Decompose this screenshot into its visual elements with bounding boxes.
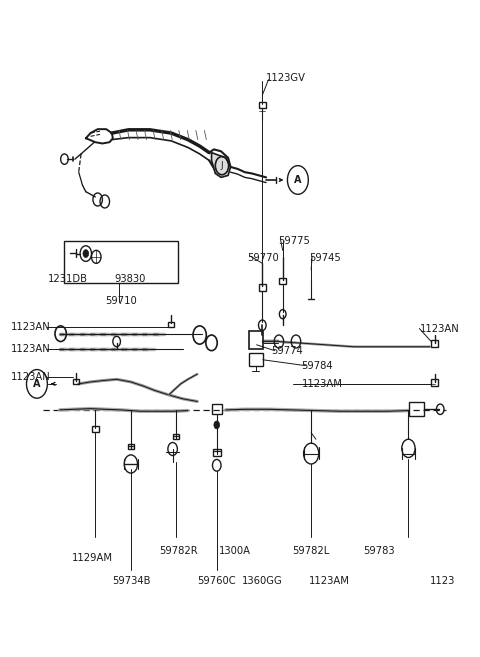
Text: A: A [294, 175, 301, 185]
Text: 1123AM: 1123AM [309, 576, 349, 586]
Text: 93830: 93830 [114, 274, 145, 284]
Polygon shape [212, 152, 230, 177]
Text: 1123AN: 1123AN [12, 372, 51, 382]
Bar [250, 331, 263, 350]
Bar [212, 404, 222, 415]
Circle shape [83, 250, 89, 258]
Text: 1300A: 1300A [219, 546, 251, 556]
Text: 1360GG: 1360GG [242, 576, 283, 586]
Text: 1123AN: 1123AN [420, 323, 460, 334]
Text: 59774: 59774 [271, 346, 302, 355]
Circle shape [214, 421, 219, 429]
Text: 59782L: 59782L [292, 546, 329, 556]
Text: 59745: 59745 [309, 253, 340, 263]
Text: 59710: 59710 [105, 296, 136, 306]
Text: 59782R: 59782R [159, 546, 198, 556]
Bar [213, 449, 220, 455]
Bar [409, 402, 424, 417]
Text: 1123AM: 1123AM [301, 379, 343, 389]
Bar [168, 322, 174, 327]
Text: A: A [33, 379, 41, 389]
Text: 59734B: 59734B [112, 576, 150, 586]
Text: 59784: 59784 [301, 361, 333, 371]
Text: 1123AN: 1123AN [12, 322, 51, 332]
Bar [128, 444, 134, 449]
Bar [173, 434, 179, 440]
Text: 1231DB: 1231DB [48, 274, 88, 284]
Text: 59783: 59783 [363, 546, 395, 556]
Text: 59775: 59775 [278, 236, 310, 246]
Bar [249, 353, 263, 367]
Text: 1129AM: 1129AM [72, 553, 113, 563]
Text: 59770: 59770 [248, 253, 279, 263]
Text: 1123GV: 1123GV [266, 73, 306, 83]
Bar [64, 240, 179, 283]
Bar [92, 426, 98, 432]
Bar [431, 340, 438, 347]
Bar [73, 379, 79, 384]
Bar [259, 284, 265, 290]
Text: 1123: 1123 [430, 576, 455, 586]
Bar [259, 102, 265, 108]
Text: J: J [221, 161, 223, 170]
Bar [431, 379, 438, 386]
Text: 1123AN: 1123AN [12, 344, 51, 354]
Bar [279, 278, 286, 284]
Text: 59760C: 59760C [197, 576, 236, 586]
